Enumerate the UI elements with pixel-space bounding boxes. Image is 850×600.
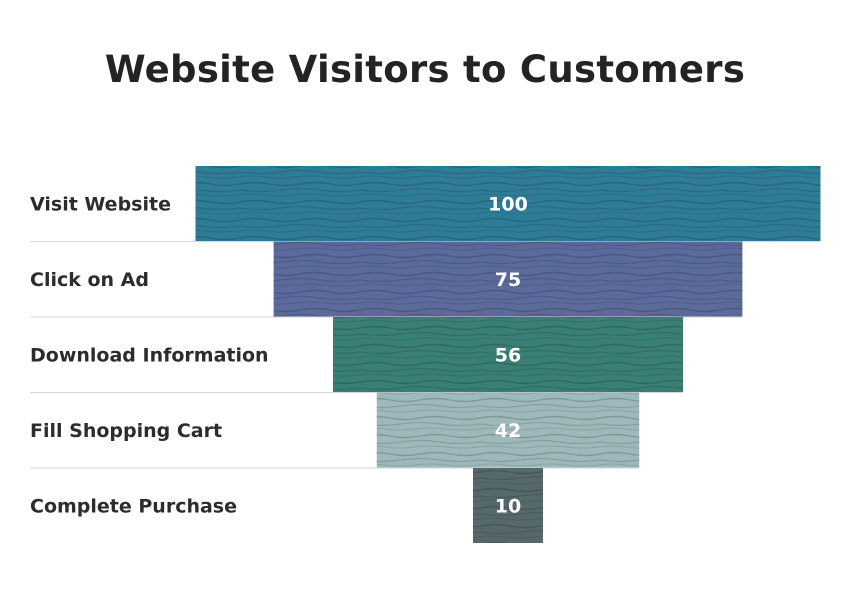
category-label: Click on Ad bbox=[30, 269, 149, 291]
category-label: Visit Website bbox=[30, 194, 171, 216]
value-label: 100 bbox=[488, 194, 528, 216]
value-label: 75 bbox=[495, 269, 521, 291]
funnel-bar-texture-1 bbox=[195, 166, 821, 241]
funnel-bar-texture-5 bbox=[473, 468, 543, 543]
value-label: 10 bbox=[495, 496, 521, 518]
category-label: Download Information bbox=[30, 345, 269, 367]
funnel-bar-texture-3 bbox=[333, 317, 683, 392]
funnel-bar-texture-4 bbox=[376, 392, 640, 468]
category-label: Complete Purchase bbox=[30, 496, 237, 518]
category-label: Fill Shopping Cart bbox=[30, 420, 222, 442]
chart-title: Website Visitors to Customers bbox=[104, 48, 746, 91]
value-label: 42 bbox=[495, 420, 521, 442]
value-label: 56 bbox=[495, 345, 521, 367]
funnel-bar-texture-2 bbox=[273, 241, 743, 317]
